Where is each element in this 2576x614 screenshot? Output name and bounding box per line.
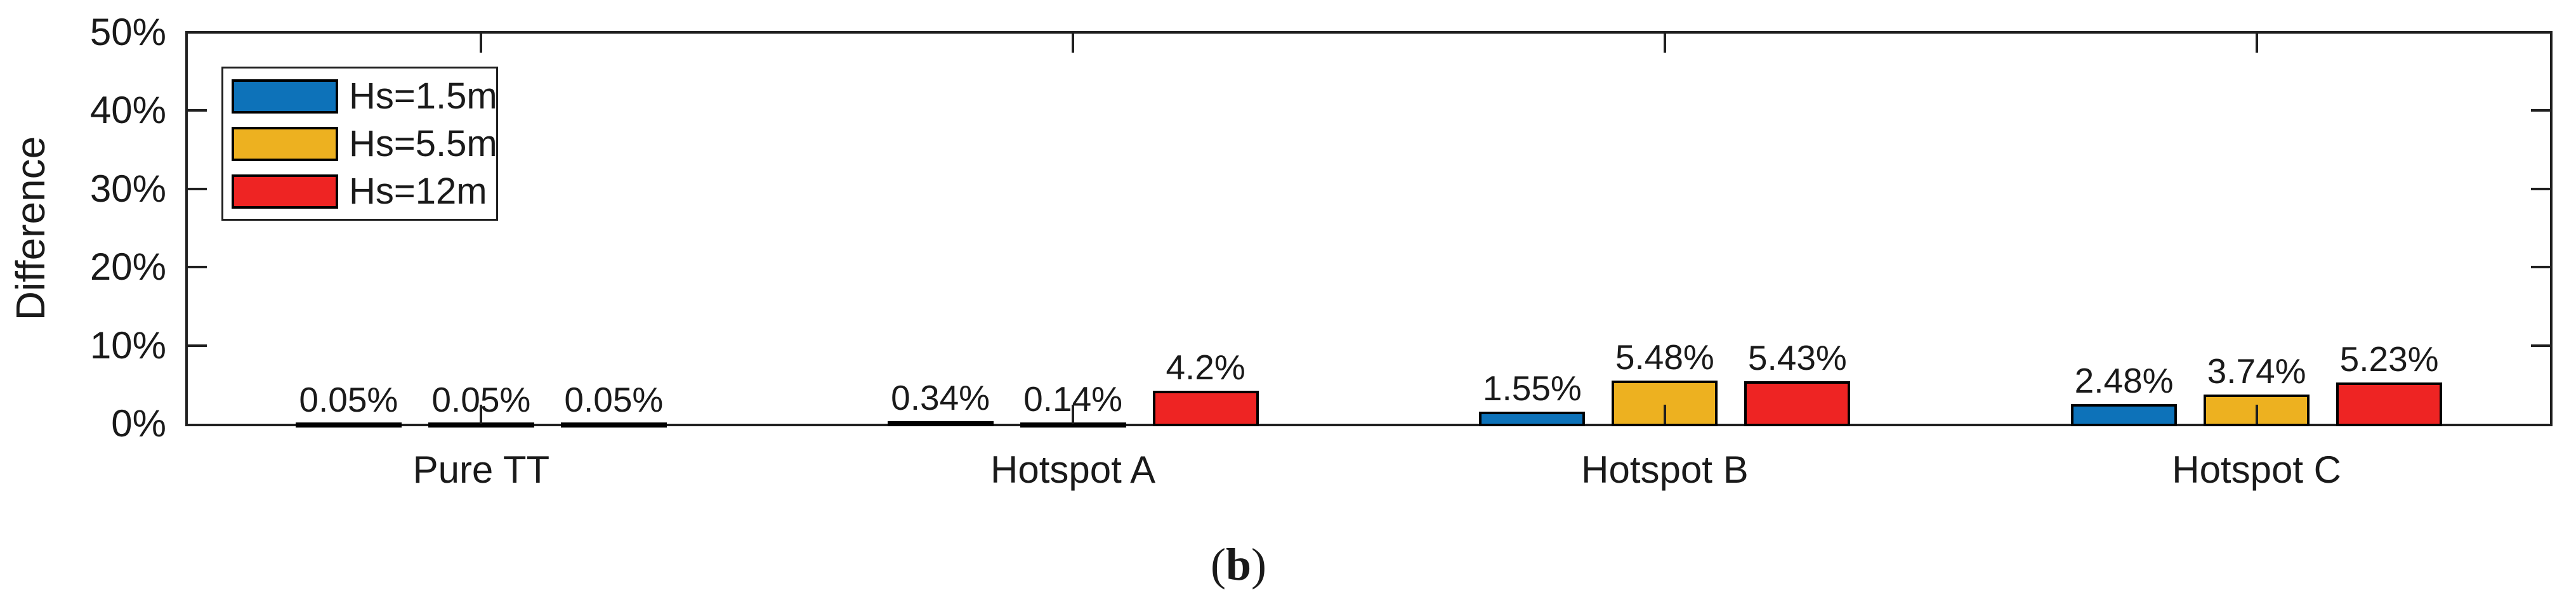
bar-Hs=12m-Hotspot C: [2336, 382, 2443, 426]
y-tick-label: 30%: [89, 167, 166, 210]
y-tick-left: [188, 187, 207, 190]
bar-value-label: 1.55%: [1482, 369, 1582, 408]
bar-Hs=12m-Hotspot A: [1152, 391, 1259, 426]
y-tick-right: [2531, 109, 2550, 112]
plot-border-right: [2550, 31, 2553, 426]
bar-value-label: 5.23%: [2339, 339, 2439, 379]
bar-value-label: 4.2%: [1166, 348, 1245, 387]
bar-value-label: 2.48%: [2074, 361, 2174, 400]
bar-Hs=1.5m-Pure TT: [295, 422, 402, 428]
bar-Hs=12m-Pure TT: [560, 422, 667, 428]
y-tick-right: [2531, 344, 2550, 347]
plot-border-top: [185, 31, 2553, 34]
bar-Hs=5.5m-Hotspot B: [1612, 381, 1718, 426]
bar-value-label: 5.48%: [1615, 337, 1714, 377]
legend-row: Hs=12m: [223, 171, 496, 212]
y-tick-label: 40%: [89, 89, 166, 132]
legend-label: Hs=12m: [349, 171, 487, 212]
legend-swatch-Hs=12m: [232, 174, 338, 209]
bar-Hs=5.5m-Hotspot A: [1020, 422, 1126, 428]
figure-caption: (b): [0, 536, 2477, 593]
x-tick-top: [480, 34, 483, 53]
y-tick-left: [188, 266, 207, 269]
caption-paren-close: ): [1251, 539, 1266, 590]
legend-row: Hs=1.5m: [223, 75, 497, 117]
bar-value-label: 0.05%: [299, 380, 398, 419]
y-tick-left: [188, 344, 207, 347]
legend-label: Hs=1.5m: [349, 75, 497, 117]
plot-border-left: [185, 31, 188, 426]
bar-Hs=1.5m-Hotspot C: [2071, 404, 2178, 426]
legend-label: Hs=5.5m: [349, 123, 497, 164]
y-tick-right: [2531, 187, 2550, 190]
bar-Hs=1.5m-Hotspot A: [887, 421, 994, 426]
bar-value-label: 5.43%: [1747, 338, 1847, 377]
bar-Hs=5.5m-Pure TT: [428, 422, 534, 428]
category-label: Hotspot B: [1581, 448, 1749, 491]
x-tick-top: [1072, 34, 1075, 53]
category-label: Hotspot C: [2172, 448, 2342, 491]
y-tick-label: 0%: [111, 402, 166, 445]
bar-Hs=1.5m-Hotspot B: [1479, 412, 1586, 426]
y-tick-label: 10%: [89, 323, 166, 367]
bar-Hs=12m-Hotspot B: [1744, 381, 1851, 426]
category-label: Pure TT: [412, 448, 550, 491]
plot-border-bottom: [185, 424, 2553, 426]
legend-row: Hs=5.5m: [223, 123, 497, 165]
caption-paren-open: (: [1210, 539, 1226, 590]
plot-area: Hs=1.5m Hs=5.5m Hs=12m 0.05% 0.05% 0.05% 0.34…: [185, 31, 2553, 428]
bar-value-label: 0.34%: [891, 378, 990, 417]
legend: Hs=1.5m Hs=5.5m Hs=12m: [221, 67, 498, 221]
x-tick-top: [1663, 34, 1666, 53]
bar-value-label: 0.05%: [564, 380, 664, 419]
y-tick-label: 20%: [89, 245, 166, 289]
y-tick-left: [188, 109, 207, 112]
x-tick-bottom: [480, 405, 483, 424]
category-label: Hotspot A: [990, 448, 1156, 491]
y-tick-label: 50%: [89, 11, 166, 53]
y-tick-right: [2531, 266, 2550, 269]
x-tick-top: [2255, 34, 2258, 53]
bar-value-label: 3.74%: [2207, 351, 2306, 391]
caption-letter: b: [1225, 539, 1252, 590]
x-tick-bottom: [1663, 405, 1666, 424]
legend-swatch-Hs=5.5m: [232, 127, 338, 161]
x-tick-bottom: [2255, 405, 2258, 424]
x-tick-bottom: [1072, 405, 1075, 424]
legend-swatch-Hs=1.5m: [232, 79, 338, 114]
